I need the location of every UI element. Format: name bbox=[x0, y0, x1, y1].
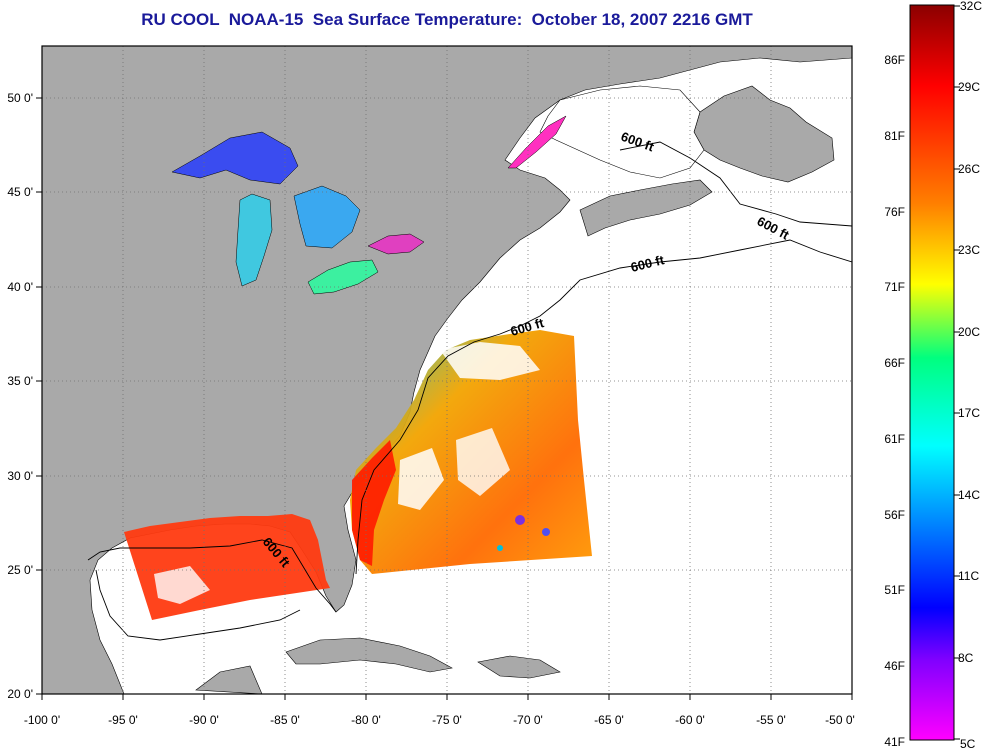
lat-label: 40 0' bbox=[7, 280, 33, 294]
colorbar-celsius-label: 23C bbox=[958, 243, 980, 257]
hispaniola-land bbox=[477, 655, 561, 679]
colorbar-celsius-label: 17C bbox=[958, 406, 980, 420]
lon-label: -100 0' bbox=[24, 713, 60, 727]
colorbar-celsius-label: 5C bbox=[960, 737, 976, 751]
lat-label: 20 0' bbox=[7, 687, 33, 701]
colorbar-fahrenheit-label: 51F bbox=[884, 583, 905, 597]
isobath-600ft-gulf bbox=[95, 569, 301, 641]
lon-label: -70 0' bbox=[513, 713, 543, 727]
lake-erie bbox=[307, 259, 379, 295]
colorbar-fahrenheit-label: 86F bbox=[884, 53, 905, 67]
colorbar-celsius-label: 14C bbox=[958, 488, 980, 502]
axis-ticks bbox=[36, 97, 853, 700]
colorbar-celsius-label: 29C bbox=[958, 80, 980, 94]
lat-lon-grid bbox=[42, 46, 852, 694]
cuba-land bbox=[285, 637, 453, 673]
colorbar-celsius-label: 26C bbox=[958, 162, 980, 176]
cold-patch bbox=[542, 528, 550, 536]
lon-label: -60 0' bbox=[675, 713, 705, 727]
colorbar-fahrenheit-label: 81F bbox=[884, 129, 905, 143]
temperature-colorbar bbox=[909, 4, 955, 741]
lake-huron bbox=[293, 185, 361, 249]
lon-label: -95 0' bbox=[108, 713, 138, 727]
colorbar-fahrenheit-label: 66F bbox=[884, 356, 905, 370]
lon-label: -80 0' bbox=[351, 713, 381, 727]
map-title: RU COOL NOAA-15 Sea Surface Temperature:… bbox=[141, 10, 753, 29]
newfoundland-land bbox=[693, 85, 835, 183]
st-lawrence-estuary bbox=[507, 115, 567, 169]
lat-label: 25 0' bbox=[7, 563, 33, 577]
colorbar-celsius-label: 11C bbox=[958, 569, 979, 583]
colorbar-celsius-label: 8C bbox=[958, 651, 974, 665]
cold-patch bbox=[515, 515, 525, 525]
lon-label: -75 0' bbox=[432, 713, 462, 727]
colorbar-fahrenheit-label: 76F bbox=[884, 205, 905, 219]
cloud-gap-2 bbox=[456, 428, 510, 496]
lat-label: 45 0' bbox=[7, 185, 33, 199]
maritimes-land bbox=[579, 179, 713, 237]
gulf-stream-core bbox=[352, 440, 396, 566]
lon-label: -55 0' bbox=[756, 713, 786, 727]
cold-patch bbox=[497, 545, 503, 551]
colorbar-celsius-label: 20C bbox=[958, 325, 980, 339]
colorbar-celsius-label: 32C bbox=[960, 0, 982, 13]
yucatan-land bbox=[195, 665, 263, 694]
colorbar-fahrenheit-label: 41F bbox=[884, 735, 905, 749]
lake-michigan bbox=[235, 193, 273, 287]
isobath-600ft-north bbox=[619, 141, 852, 227]
colorbar-fahrenheit-label: 46F bbox=[884, 659, 905, 673]
lon-label: -65 0' bbox=[594, 713, 624, 727]
map-plot-area bbox=[42, 46, 852, 694]
lon-label: -50 0' bbox=[825, 713, 855, 727]
colorbar-fahrenheit-label: 56F bbox=[884, 508, 905, 522]
cloud-gap-4 bbox=[154, 566, 210, 604]
lake-superior bbox=[171, 131, 299, 185]
lake-ontario bbox=[367, 233, 425, 255]
colorbar-ticks bbox=[954, 5, 960, 740]
lon-label: -85 0' bbox=[270, 713, 300, 727]
isobath-600ft bbox=[87, 239, 852, 613]
colorbar-fahrenheit-label: 61F bbox=[884, 432, 905, 446]
lat-label: 35 0' bbox=[7, 374, 33, 388]
colorbar-fahrenheit-label: 71F bbox=[884, 280, 905, 294]
lat-label: 50 0' bbox=[7, 91, 33, 105]
lat-label: 30 0' bbox=[7, 469, 33, 483]
cloud-gap-1 bbox=[398, 448, 444, 510]
lon-label: -90 0' bbox=[189, 713, 219, 727]
cloud-gap-3 bbox=[440, 342, 540, 380]
